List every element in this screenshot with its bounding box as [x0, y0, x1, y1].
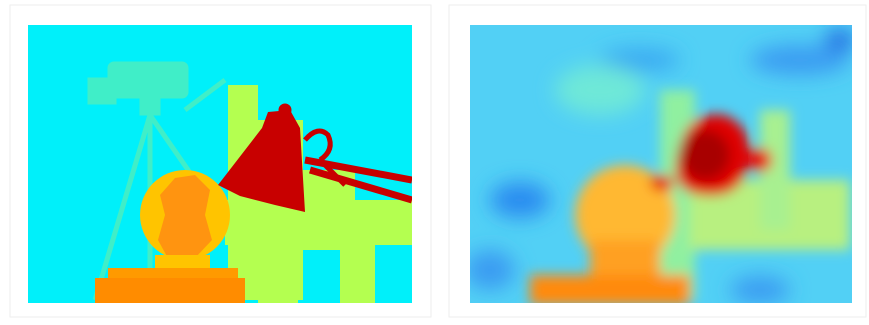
- page: [0, 0, 869, 320]
- base: [95, 278, 245, 303]
- estimated-image: [465, 25, 855, 305]
- base-top: [108, 268, 238, 278]
- ground-truth-image: [28, 25, 412, 303]
